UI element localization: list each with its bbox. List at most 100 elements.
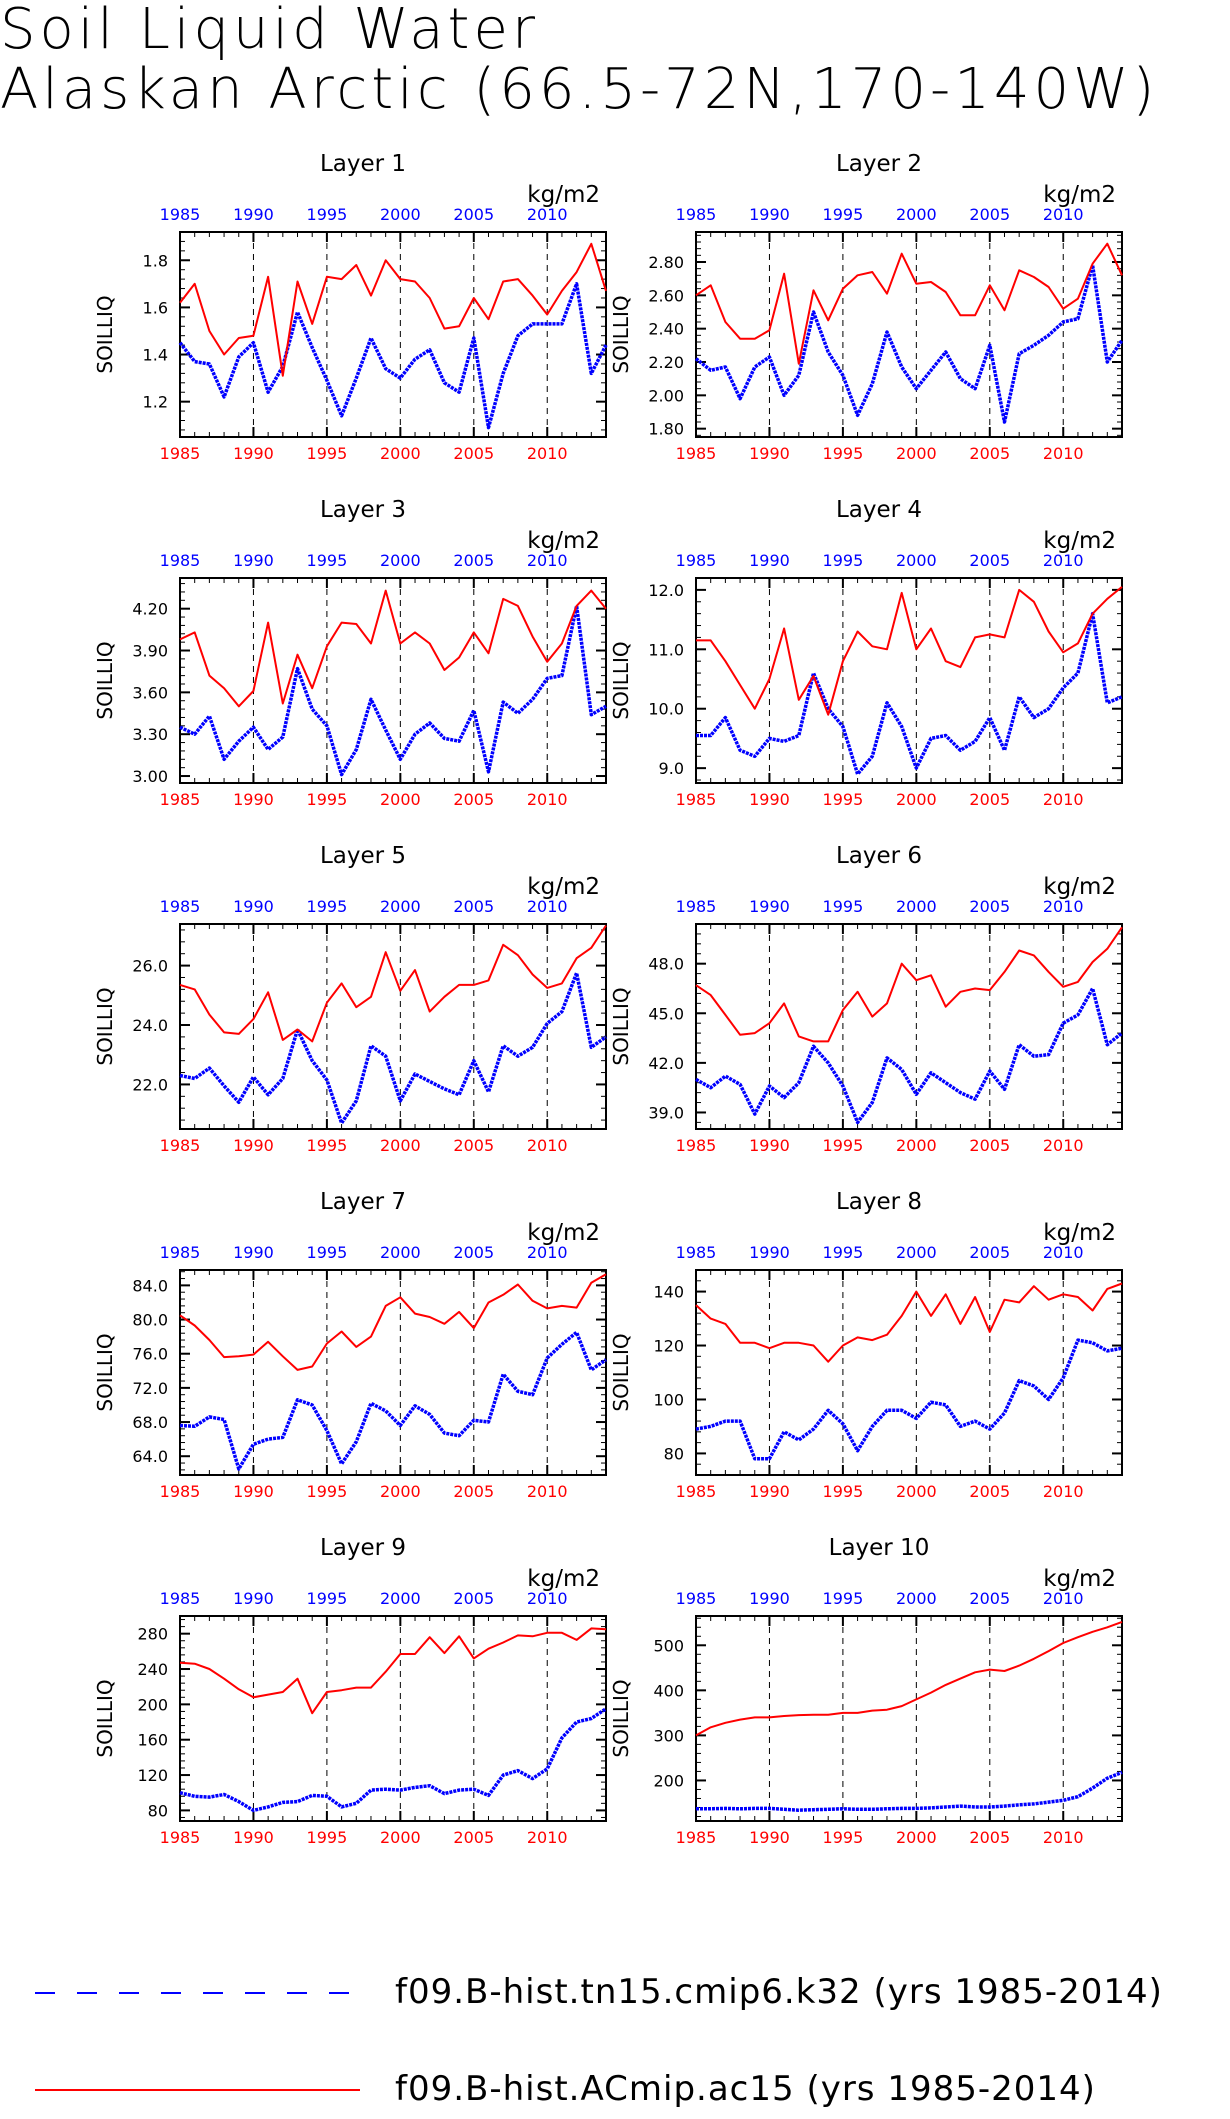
series-line-cmip6 bbox=[179, 971, 608, 1125]
plot-frame bbox=[179, 1269, 607, 1476]
x-tick-label-bottom: 2010 bbox=[527, 790, 568, 809]
plot-frame bbox=[695, 923, 1123, 1130]
x-tick-label-bottom: 2010 bbox=[1043, 1136, 1084, 1155]
x-tick-label-top: 2010 bbox=[527, 205, 568, 224]
x-tick-label-top: 2005 bbox=[969, 1243, 1010, 1262]
legend-swatches bbox=[35, 1992, 360, 2091]
y-tick-label: 22.0 bbox=[132, 1075, 168, 1094]
y-axis-label: SOILLIQ bbox=[609, 641, 633, 719]
x-tick-label-bottom: 2010 bbox=[527, 1136, 568, 1155]
x-tick-label-top: 1985 bbox=[160, 1243, 201, 1262]
panel-title: Layer 9 bbox=[320, 1535, 406, 1561]
x-tick-label-bottom: 1990 bbox=[749, 790, 790, 809]
x-tick-label-top: 1985 bbox=[160, 1589, 201, 1608]
x-tick-label-bottom: 1995 bbox=[823, 1136, 864, 1155]
x-tick-label-bottom: 2000 bbox=[380, 1828, 421, 1847]
y-tick-label: 3.60 bbox=[132, 683, 168, 702]
x-tick-label-top: 1995 bbox=[307, 1243, 348, 1262]
panel-units: kg/m2 bbox=[527, 528, 600, 554]
chart-panel-5: Layer 5 kg/m2 SOILLIQ 1985 1990 1995 2000 2005 2… bbox=[93, 843, 608, 1155]
plot-frame bbox=[695, 1615, 1123, 1822]
series-line-cmip6 bbox=[694, 263, 1124, 424]
panel-units: kg/m2 bbox=[1043, 528, 1116, 554]
x-tick-label-top: 2005 bbox=[453, 1589, 494, 1608]
panel-title: Layer 6 bbox=[836, 843, 922, 869]
x-tick-label-bottom: 1985 bbox=[160, 790, 201, 809]
y-tick-label: 11.0 bbox=[648, 640, 684, 659]
plot-frame bbox=[179, 231, 607, 438]
x-tick-label-top: 2005 bbox=[453, 551, 494, 570]
series-line-acmip bbox=[695, 1620, 1123, 1737]
x-tick-label-top: 1985 bbox=[676, 205, 717, 224]
y-tick-label: 64.0 bbox=[132, 1447, 168, 1466]
x-tick-label-bottom: 1990 bbox=[233, 444, 274, 463]
x-tick-label-bottom: 2005 bbox=[453, 1828, 494, 1847]
chart-panel-8: Layer 8 kg/m2 SOILLIQ 1985 1990 1995 2000 2005 2… bbox=[609, 1189, 1123, 1501]
y-tick-label: 280 bbox=[137, 1625, 168, 1644]
panel-units: kg/m2 bbox=[1043, 874, 1116, 900]
x-tick-label-bottom: 1985 bbox=[160, 1828, 201, 1847]
y-tick-label: 160 bbox=[137, 1731, 168, 1750]
panel-units: kg/m2 bbox=[527, 1220, 600, 1246]
figure-panels: Layer 1 kg/m2 SOILLIQ 1985 1990 1995 2000 2005 2… bbox=[93, 151, 1124, 1847]
x-tick-label-top: 2000 bbox=[380, 897, 421, 916]
y-tick-label: 42.0 bbox=[648, 1054, 684, 1073]
x-tick-label-bottom: 1985 bbox=[676, 1136, 717, 1155]
legend-label-blue: f09.B-hist.tn15.cmip6.k32 (yrs 1985-2014… bbox=[395, 1972, 1163, 2012]
x-tick-label-bottom: 2000 bbox=[380, 1136, 421, 1155]
x-tick-label-top: 1985 bbox=[676, 551, 717, 570]
y-tick-label: 120 bbox=[653, 1337, 684, 1356]
y-tick-label: 12.0 bbox=[648, 581, 684, 600]
x-tick-label-bottom: 1995 bbox=[307, 1828, 348, 1847]
x-tick-label-bottom: 1990 bbox=[233, 790, 274, 809]
x-tick-label-top: 1990 bbox=[233, 1589, 274, 1608]
x-tick-label-bottom: 2005 bbox=[453, 1482, 494, 1501]
x-tick-label-bottom: 2005 bbox=[969, 444, 1010, 463]
x-tick-label-top: 2005 bbox=[453, 897, 494, 916]
y-tick-label: 84.0 bbox=[132, 1276, 168, 1295]
x-tick-label-top: 1985 bbox=[160, 205, 201, 224]
y-tick-label: 240 bbox=[137, 1660, 168, 1679]
series-line-acmip bbox=[695, 1282, 1123, 1363]
x-tick-label-top: 2005 bbox=[453, 205, 494, 224]
x-tick-label-top: 2010 bbox=[527, 1589, 568, 1608]
y-tick-label: 2.80 bbox=[648, 253, 684, 272]
y-axis-label: SOILLIQ bbox=[609, 987, 633, 1065]
x-tick-label-top: 1990 bbox=[233, 897, 274, 916]
x-tick-label-top: 1995 bbox=[823, 1589, 864, 1608]
x-tick-label-bottom: 2000 bbox=[380, 790, 421, 809]
x-tick-label-top: 2010 bbox=[527, 1243, 568, 1262]
x-tick-label-top: 2005 bbox=[969, 897, 1010, 916]
plot-frame bbox=[695, 577, 1123, 784]
y-tick-label: 2.40 bbox=[648, 320, 684, 339]
series-line-cmip6 bbox=[695, 986, 1124, 1125]
x-tick-label-bottom: 1995 bbox=[307, 790, 348, 809]
series-line-cmip6 bbox=[696, 611, 1123, 776]
y-tick-label: 1.2 bbox=[143, 393, 168, 412]
x-tick-label-bottom: 1985 bbox=[676, 790, 717, 809]
series-line-acmip bbox=[179, 242, 607, 377]
x-tick-label-bottom: 1990 bbox=[233, 1828, 274, 1847]
y-tick-label: 3.00 bbox=[132, 767, 168, 786]
x-tick-label-top: 1990 bbox=[749, 1589, 790, 1608]
y-tick-label: 45.0 bbox=[648, 1004, 684, 1023]
y-tick-label: 200 bbox=[653, 1771, 684, 1790]
y-tick-label: 1.80 bbox=[648, 420, 684, 439]
y-tick-label: 2.00 bbox=[648, 386, 684, 405]
series-line-cmip6 bbox=[179, 604, 607, 777]
x-tick-label-top: 2010 bbox=[1043, 1589, 1084, 1608]
title-line-2: Alaskan Arctic (66.5-72N,170-140W) bbox=[0, 57, 1159, 122]
x-tick-label-top: 2010 bbox=[527, 897, 568, 916]
x-tick-label-top: 1995 bbox=[307, 205, 348, 224]
x-tick-label-bottom: 2000 bbox=[380, 444, 421, 463]
x-tick-label-bottom: 2010 bbox=[1043, 1828, 1084, 1847]
panel-units: kg/m2 bbox=[527, 874, 600, 900]
x-tick-label-bottom: 1995 bbox=[823, 444, 864, 463]
panel-title: Layer 8 bbox=[836, 1189, 922, 1215]
chart-panel-9: Layer 9 kg/m2 SOILLIQ 1985 1990 1995 2000 2005 2… bbox=[93, 1535, 607, 1847]
chart-panel-7: Layer 7 kg/m2 SOILLIQ 1985 1990 1995 2000 2005 2… bbox=[93, 1189, 607, 1501]
y-tick-label: 500 bbox=[653, 1636, 684, 1655]
panel-title: Layer 7 bbox=[320, 1189, 406, 1215]
x-tick-label-top: 2005 bbox=[453, 1243, 494, 1262]
